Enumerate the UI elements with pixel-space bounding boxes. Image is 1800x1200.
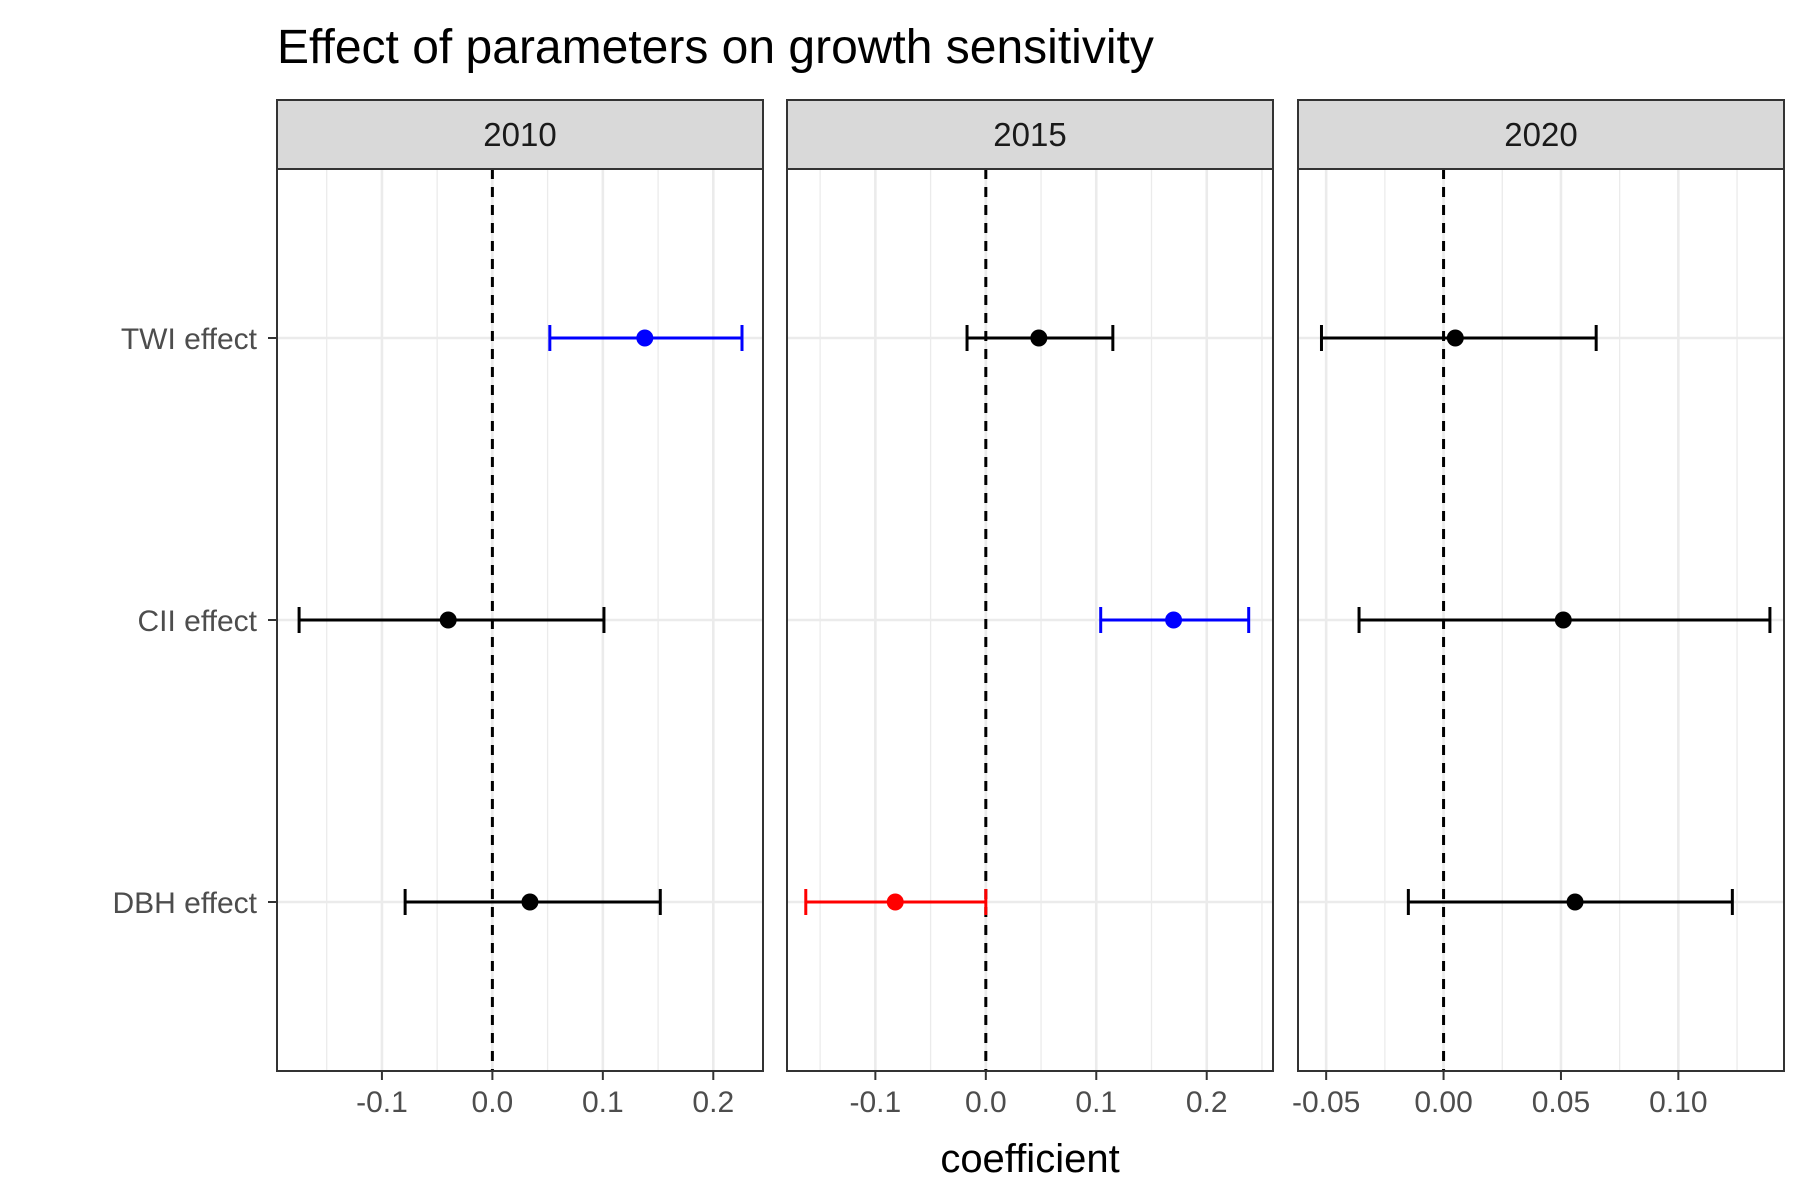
facet-panel-2015: 2015 -0.1 0.0 0.1 0.2 [786,99,1274,1119]
x-tick-label: -0.05 [1292,1086,1360,1119]
estimate-point [1554,611,1572,629]
estimate-point [439,611,457,629]
point-dbh-effect [1406,889,1734,915]
point-cii-effect [1099,607,1251,633]
facet-panel-2010: 2010 -0.1 0.0 0.1 0.2 [276,99,764,1119]
y-tick-label: CII effect [137,605,257,638]
point-cii-effect [1357,607,1772,633]
facet-strip [786,99,1274,170]
point-dbh-effect [804,889,988,915]
x-tick-label: 0.10 [1649,1086,1707,1119]
x-tick-label: -0.1 [356,1086,408,1119]
point-twi-effect [1319,325,1598,351]
facet-strip-label: 2015 [993,116,1066,153]
estimate-point [1446,329,1464,347]
y-axis: TWI effect CII effect DBH effect [112,323,277,920]
x-tick-label: 0.1 [582,1086,624,1119]
chart-title: Effect of parameters on growth sensitivi… [277,21,1154,74]
estimate-point [1030,329,1048,347]
x-tick-label: 0.2 [692,1086,734,1119]
point-twi-effect [548,325,744,351]
y-tick-label: DBH effect [112,887,257,920]
facet-panel-2020: 2020 -0.05 0.00 0.05 0.10 [1292,99,1785,1119]
facets: 2010 -0.1 0.0 0.1 0.2 2015 -0.1 0.0 0.1 0.2 2020 -0… [276,99,1785,1119]
x-tick-label: 0.1 [1075,1086,1117,1119]
x-tick-label: 0.05 [1532,1086,1590,1119]
estimate-point [521,893,539,911]
estimate-point [1165,611,1183,629]
x-tick-label: 0.00 [1414,1086,1472,1119]
x-tick-label: 0.2 [1186,1086,1228,1119]
estimate-point [636,329,654,347]
point-dbh-effect [403,889,662,915]
x-tick-label: -0.1 [850,1086,902,1119]
facet-strip-label: 2020 [1504,116,1577,153]
point-cii-effect [297,607,606,633]
facet-strip [1297,99,1785,170]
facet-strip-label: 2010 [483,116,556,153]
y-tick-label: TWI effect [121,323,258,356]
x-tick-label: 0.0 [472,1086,514,1119]
facet-strip [276,99,764,170]
estimate-point [1566,893,1584,911]
point-twi-effect [965,325,1115,351]
x-tick-label: 0.0 [965,1086,1007,1119]
x-axis-title: coefficient [940,1137,1119,1181]
estimate-point [886,893,904,911]
